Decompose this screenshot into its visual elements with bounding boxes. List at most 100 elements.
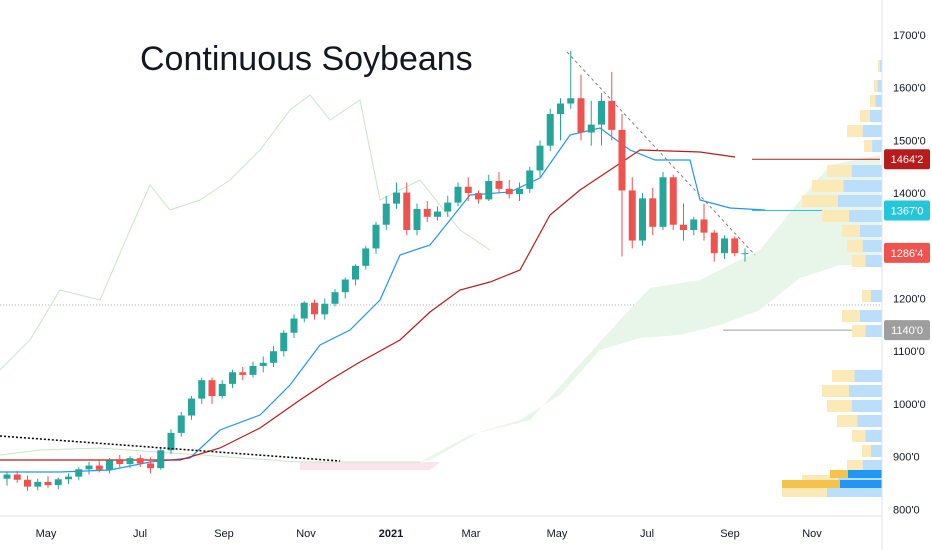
candle — [239, 367, 247, 381]
base-line — [0, 149, 736, 461]
candle-body — [700, 219, 708, 233]
volume-bar-sell — [878, 60, 880, 72]
volume-bar-sell — [802, 195, 838, 207]
volume-bar — [852, 325, 882, 337]
price-badges: 1464'2 1367'0 1286'4 1140'0 — [884, 149, 930, 341]
candle-body — [106, 460, 113, 470]
leading-span-a — [0, 447, 420, 463]
volume-bar-buy — [872, 140, 882, 152]
volume-bar — [822, 385, 882, 397]
volume-bar — [847, 460, 882, 472]
candle — [526, 166, 534, 194]
candle — [280, 330, 288, 357]
candle — [341, 277, 349, 299]
volume-bar — [827, 400, 882, 412]
candle-body — [341, 279, 349, 293]
candle — [106, 458, 113, 474]
candle-body — [669, 177, 677, 225]
candle-body — [34, 481, 42, 487]
candle-body — [218, 383, 226, 396]
volume-bar-sell — [827, 165, 852, 177]
volume-bar-highlight — [830, 470, 848, 478]
volume-bar-sell — [860, 110, 870, 122]
candle — [700, 203, 708, 241]
candle-body — [393, 192, 400, 204]
candle — [536, 140, 544, 178]
candle — [331, 289, 339, 307]
x-axis: May Jul Sep Nov 2021 Mar May Jul Sep Nov — [0, 515, 882, 540]
candle — [3, 471, 11, 486]
candle-body — [567, 98, 575, 104]
candle — [34, 478, 42, 491]
candle-body — [413, 208, 421, 230]
candle-body — [259, 362, 267, 366]
candle — [444, 195, 452, 217]
candle — [321, 298, 329, 320]
candle-body — [444, 202, 452, 212]
candle-body — [362, 248, 370, 266]
price-badge-label: 1464'2 — [891, 154, 924, 166]
candle-body — [639, 198, 646, 241]
candle-body — [75, 469, 83, 477]
volume-bar-buy — [838, 195, 882, 207]
dotted-trendline — [0, 435, 341, 462]
candle-body — [280, 332, 288, 352]
y-tick-label: 1600'0 — [893, 83, 926, 95]
volume-bar-buy — [865, 255, 882, 267]
candle — [372, 222, 380, 254]
candle — [598, 92, 605, 146]
candle — [13, 470, 21, 483]
volume-bar-sell — [852, 430, 866, 442]
y-tick-label: 900'0 — [893, 452, 920, 464]
candle-body — [147, 463, 154, 469]
candle — [475, 190, 482, 204]
volume-bar-sell — [812, 180, 844, 192]
candle-body — [587, 124, 595, 133]
x-tick-label: 2021 — [379, 528, 403, 540]
volume-bar-sell — [822, 210, 849, 222]
candle — [116, 455, 124, 468]
candle — [218, 380, 226, 399]
price-badge-label: 1367'0 — [891, 205, 924, 217]
candle-body — [116, 460, 124, 464]
candle — [300, 301, 308, 323]
x-tick-label: Sep — [720, 528, 740, 540]
candle — [24, 475, 31, 491]
candle — [639, 193, 646, 246]
volume-bar-sell — [832, 370, 855, 382]
candle-body — [536, 145, 544, 171]
candle-body — [352, 265, 359, 280]
candle-body — [331, 292, 339, 304]
volume-bar-sell — [870, 95, 876, 107]
volume-bar-sell — [847, 460, 863, 472]
candle-body — [208, 380, 216, 396]
volume-bar-sell — [862, 445, 871, 457]
candle — [362, 245, 370, 270]
candle-body — [454, 186, 462, 203]
volume-bar-buy — [875, 95, 882, 107]
candle-body — [311, 302, 318, 315]
volume-bar — [864, 140, 882, 152]
candle — [741, 248, 749, 262]
candle-body — [577, 98, 585, 133]
candle — [649, 187, 657, 236]
x-tick-label: Nov — [296, 528, 316, 540]
volume-bar-buy — [879, 60, 882, 72]
volume-bar — [827, 165, 882, 177]
volume-bar — [852, 430, 882, 442]
price-badge-bg — [884, 200, 930, 221]
candle-body — [95, 465, 103, 470]
candle-body — [731, 238, 739, 254]
volume-bar-buy — [854, 370, 882, 382]
y-tick-label: 800'0 — [893, 504, 920, 516]
candle — [546, 108, 554, 151]
candle-body — [618, 129, 626, 191]
x-tick-label: Jul — [640, 528, 654, 540]
candle — [188, 395, 195, 420]
candle — [516, 182, 523, 202]
volume-bar — [822, 210, 882, 222]
candle — [136, 455, 144, 468]
candle-body — [65, 476, 72, 480]
candle — [270, 345, 277, 368]
